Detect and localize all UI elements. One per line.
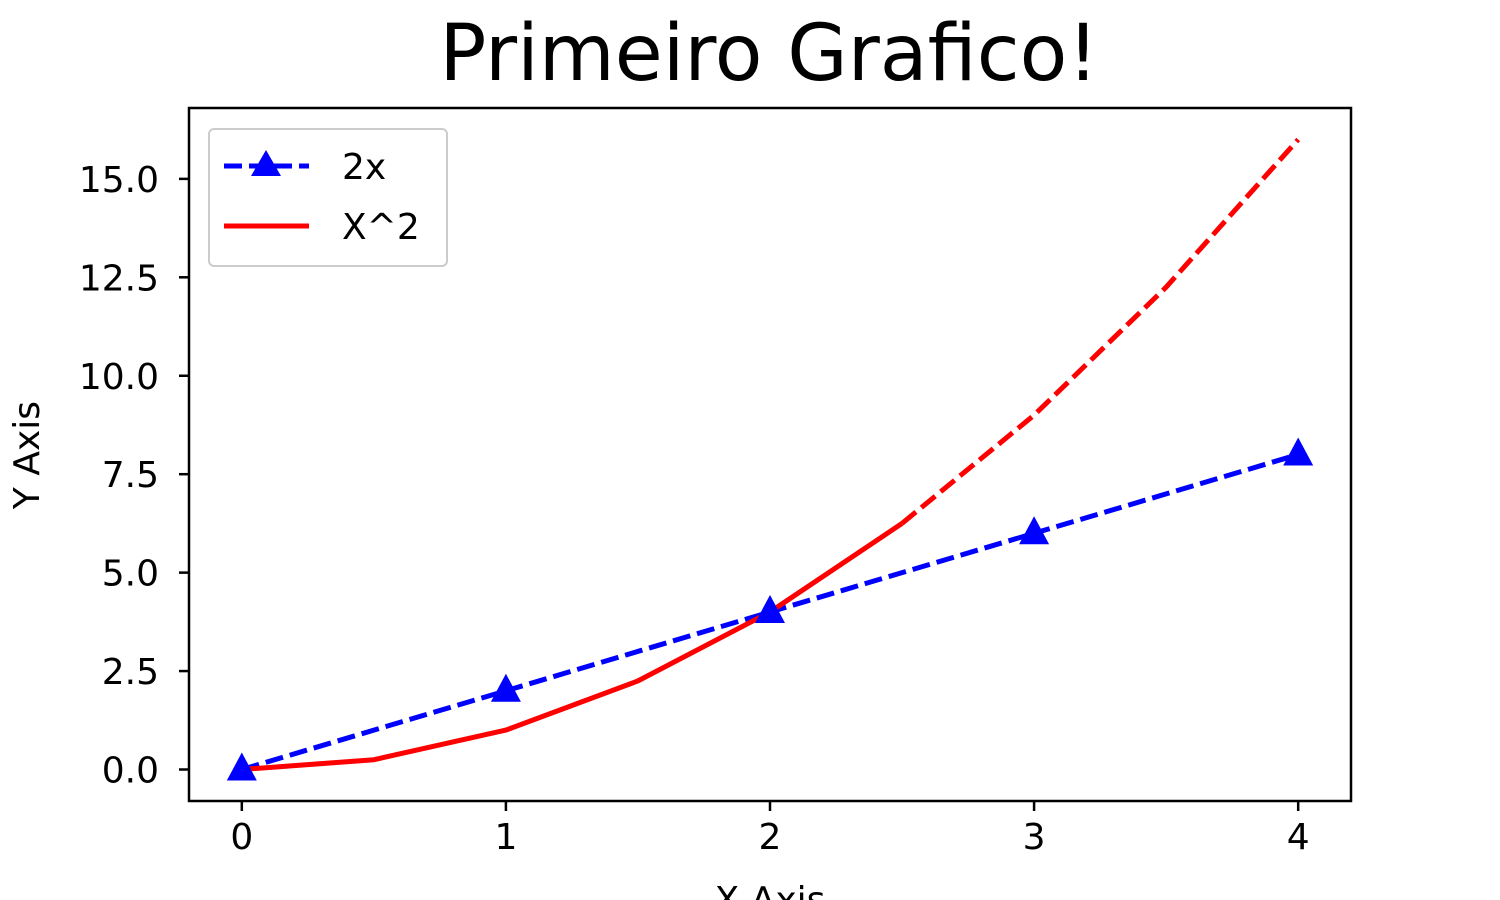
y-tick-label: 2.5 <box>102 652 159 693</box>
legend: 2x X^2 <box>208 128 448 267</box>
series-0-point <box>1019 516 1050 545</box>
y-axis-label: Y Axis <box>7 401 48 510</box>
legend-marker-2x <box>251 150 281 176</box>
series-0-point <box>490 673 521 702</box>
legend-label-2x: 2x <box>342 147 386 188</box>
y-tick-label: 12.5 <box>79 258 159 299</box>
series-line-2 <box>900 137 1301 526</box>
y-axis-ticks: 0.0 2.5 5.0 7.5 10.0 12.5 15.0 <box>79 160 189 792</box>
x-tick-label: 4 <box>1287 817 1310 858</box>
x-tick-label: 2 <box>759 817 782 858</box>
series-0-point <box>755 595 785 623</box>
legend-label-x2: X^2 <box>342 207 420 248</box>
plot-area <box>226 137 1314 781</box>
series-line-1 <box>241 521 904 772</box>
y-tick-label: 10.0 <box>79 357 159 398</box>
x-tick-label: 1 <box>494 817 517 858</box>
y-tick-label: 0.0 <box>102 751 159 792</box>
y-tick-label: 15.0 <box>79 160 159 201</box>
x-tick-label: 0 <box>230 817 253 858</box>
series-0-point <box>226 752 257 781</box>
x-tick-label: 3 <box>1023 817 1046 858</box>
x-axis-label: X Axis <box>715 880 826 900</box>
series-0-point <box>1283 437 1314 466</box>
x-axis-ticks: 0 1 2 3 4 <box>230 801 1310 858</box>
chart-title: Primeiro Grafico! <box>439 9 1098 99</box>
y-tick-label: 5.0 <box>102 554 159 595</box>
y-tick-label: 7.5 <box>102 455 159 496</box>
